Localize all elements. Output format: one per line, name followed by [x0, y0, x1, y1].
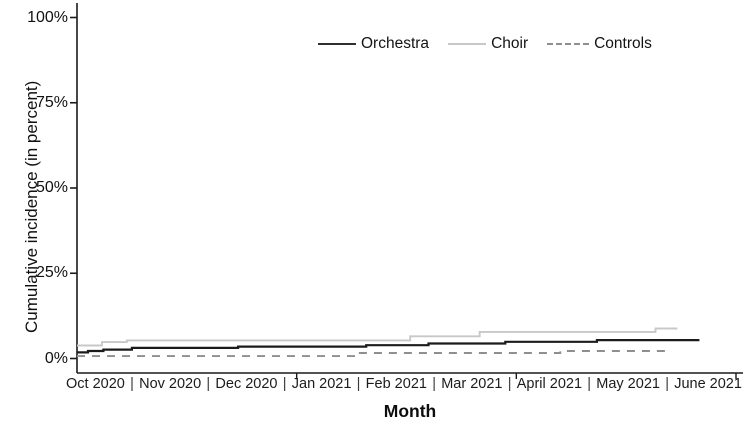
legend-label: Choir — [491, 35, 529, 52]
x-label-separator: | — [587, 376, 592, 392]
x-tick-label: Mar 2021 — [441, 376, 503, 392]
x-axis-title: Month — [383, 401, 437, 421]
x-label-separator: | — [282, 376, 287, 392]
x-tick-label: Feb 2021 — [365, 376, 427, 392]
x-label-separator: | — [507, 376, 512, 392]
y-tick-label: 75% — [35, 93, 68, 111]
x-tick-label: May 2021 — [596, 376, 660, 392]
x-tick-label: Jan 2021 — [291, 376, 352, 392]
x-tick-label: Oct 2020 — [66, 376, 125, 392]
x-label-separator: | — [130, 376, 134, 392]
x-tick-label: April 2021 — [516, 376, 583, 392]
legend: Orchestra Choir Controls — [318, 35, 652, 53]
legend-label: Controls — [594, 35, 652, 52]
legend-item-controls: Controls — [547, 35, 652, 53]
y-tick-label: 0% — [44, 349, 68, 367]
series-line-orchestra — [77, 339, 700, 354]
y-tick-label: 25% — [35, 264, 68, 282]
legend-item-orchestra: Orchestra — [318, 35, 429, 53]
legend-label: Orchestra — [361, 35, 430, 52]
y-tick-label: 100% — [27, 8, 68, 26]
x-axis-labels: Oct 2020 | Nov 2020 | Dec 2020 | Jan 2021 | Feb … — [66, 376, 742, 392]
y-axis-title: Cumulative incidence (in percent) — [22, 80, 41, 333]
y-tick-label: 50% — [35, 179, 68, 196]
x-tick-label: Nov 2020 — [139, 376, 202, 392]
x-label-separator: | — [665, 376, 669, 392]
x-tick-label: Dec 2020 — [215, 376, 278, 392]
x-tick-label: June 2021 — [674, 376, 742, 392]
legend-swatch-orchestra-line — [318, 43, 356, 45]
x-label-separator: | — [356, 376, 361, 392]
legend-swatch-controls-line — [547, 43, 590, 45]
legend-swatch-choir-line — [448, 43, 487, 45]
series-line-controls — [77, 350, 671, 358]
legend-item-choir: Choir — [448, 35, 528, 53]
x-label-separator: | — [432, 376, 436, 392]
series-line-choir — [77, 327, 678, 347]
x-label-separator: | — [206, 376, 211, 392]
